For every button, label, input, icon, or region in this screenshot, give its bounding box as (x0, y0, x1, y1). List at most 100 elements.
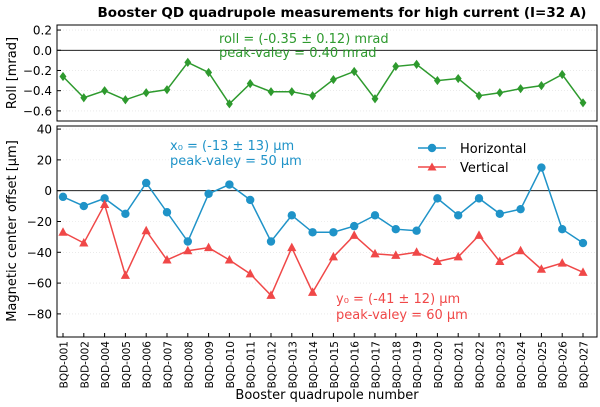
chart-title: Booster QD quadrupole measurements for h… (98, 5, 587, 21)
roll-y-tick-label: −0.4 (23, 84, 52, 98)
roll-panel: 0.2 0.0 −0.2 −0.4 −0.6 Roll [mrad] roll = (-… (5, 24, 598, 122)
roll-point (101, 86, 109, 96)
vertical-annotation: y₀ = (-41 ± 12) μm peak-valey = 60 μm (336, 292, 468, 323)
vertical-point (328, 251, 338, 261)
roll-point (454, 73, 462, 84)
vertical-point (495, 256, 505, 266)
x-tick-label: BQD-007 (163, 341, 175, 388)
horizontal-point (578, 238, 588, 248)
roll-point (205, 67, 213, 78)
vertical-point (432, 256, 442, 266)
horizontal-series-line (62, 165, 584, 244)
roll-point (59, 71, 67, 82)
roll-annotation-mean: roll = (-0.35 ± 0.12) mrad (219, 32, 389, 47)
horizontal-annotation-peak-valley: peak-valey = 50 μm (170, 154, 302, 169)
x-tick-label: BQD-016 (350, 341, 362, 389)
vertical-point (141, 225, 151, 235)
horizontal-point (474, 194, 484, 203)
vertical-point (204, 242, 214, 252)
vertical-annotation-mean: y₀ = (-41 ± 12) μm (336, 292, 460, 307)
vertical-point (224, 254, 234, 264)
horizontal-point (142, 178, 151, 188)
roll-y-ticks: 0.2 0.0 −0.2 −0.4 −0.6 (23, 24, 61, 118)
roll-point (288, 87, 296, 97)
x-tick-label: BQD-018 (391, 341, 403, 388)
x-tick-label: BQD-014 (308, 341, 320, 389)
roll-y-label: Roll [mrad] (5, 37, 20, 109)
horizontal-point (100, 194, 109, 203)
x-tick-label: BQD-005 (121, 341, 133, 388)
vertical-point (100, 199, 110, 209)
horizontal-point (183, 237, 192, 246)
x-axis-label: Booster quadrupole number (235, 388, 419, 403)
vertical-point (79, 238, 89, 247)
legend-horizontal-marker (427, 143, 437, 153)
roll-point (142, 88, 150, 98)
legend-horizontal-label: Horizontal (460, 142, 526, 157)
vertical-point (412, 247, 422, 256)
horizontal-point (287, 211, 296, 220)
horizontal-point (204, 189, 213, 198)
roll-point (350, 66, 358, 77)
roll-markers (59, 57, 587, 109)
vertical-point (391, 250, 401, 259)
horizontal-point (516, 204, 525, 214)
roll-point (329, 74, 337, 85)
roll-annotation-peak-valley: peak-valey = 0.40 mrad (219, 46, 377, 61)
offset-plot-frame (56, 125, 598, 338)
vertical-point (183, 245, 193, 255)
roll-point (371, 94, 379, 104)
vertical-point (474, 230, 484, 239)
roll-annotation: roll = (-0.35 ± 0.12) mrad peak-valey = … (219, 32, 389, 61)
roll-point (558, 69, 566, 80)
horizontal-point (454, 211, 463, 220)
roll-y-tick-label: 0.2 (33, 24, 52, 38)
legend: Horizontal Vertical (418, 142, 526, 176)
vertical-point (245, 268, 255, 278)
vertical-point (308, 287, 318, 296)
offset-y-tick-label: −20 (27, 215, 52, 229)
x-tick-label: BQD-006 (142, 341, 154, 389)
x-tick-label: BQD-017 (371, 341, 383, 388)
roll-point (184, 57, 192, 67)
x-tick-label: BQD-025 (537, 341, 549, 388)
roll-point (537, 81, 545, 91)
roll-point (225, 99, 233, 109)
horizontal-point (412, 226, 421, 235)
roll-point (121, 95, 129, 105)
horizontal-annotation: x₀ = (-13 ± 13) μm peak-valey = 50 μm (170, 139, 302, 169)
vertical-point (58, 227, 68, 236)
horizontal-point (350, 221, 359, 231)
horizontal-point (225, 180, 234, 189)
vertical-point (287, 242, 297, 252)
offset-x-ticks: BQD-001 BQD-002 BQD-004 BQD-005 BQD-006 BQD-0… (59, 333, 591, 388)
vertical-point (536, 264, 546, 273)
roll-point (517, 84, 525, 94)
vertical-markers (58, 199, 588, 299)
x-tick-label: BQD-019 (412, 341, 424, 388)
horizontal-point (79, 201, 89, 211)
x-tick-label: BQD-020 (433, 341, 445, 388)
x-tick-label: BQD-009 (204, 341, 216, 388)
x-tick-label: BQD-021 (454, 341, 466, 388)
horizontal-point (370, 211, 380, 220)
horizontal-point (308, 228, 317, 237)
offset-y-tick-label: 20 (37, 153, 52, 167)
roll-point (433, 75, 441, 86)
x-tick-label: BQD-022 (475, 341, 487, 388)
horizontal-point (162, 208, 172, 217)
horizontal-point (433, 194, 442, 203)
x-tick-label: BQD-001 (59, 341, 71, 388)
horizontal-point (58, 192, 68, 202)
roll-point (309, 91, 317, 101)
roll-point (475, 91, 483, 101)
roll-point (579, 98, 587, 108)
x-tick-label: BQD-008 (183, 341, 195, 388)
offset-y-tick-label: −40 (27, 246, 52, 260)
roll-point (163, 85, 171, 95)
roll-y-tick-label: −0.2 (23, 64, 52, 78)
x-tick-label: BQD-002 (79, 341, 91, 388)
horizontal-point (246, 195, 255, 205)
